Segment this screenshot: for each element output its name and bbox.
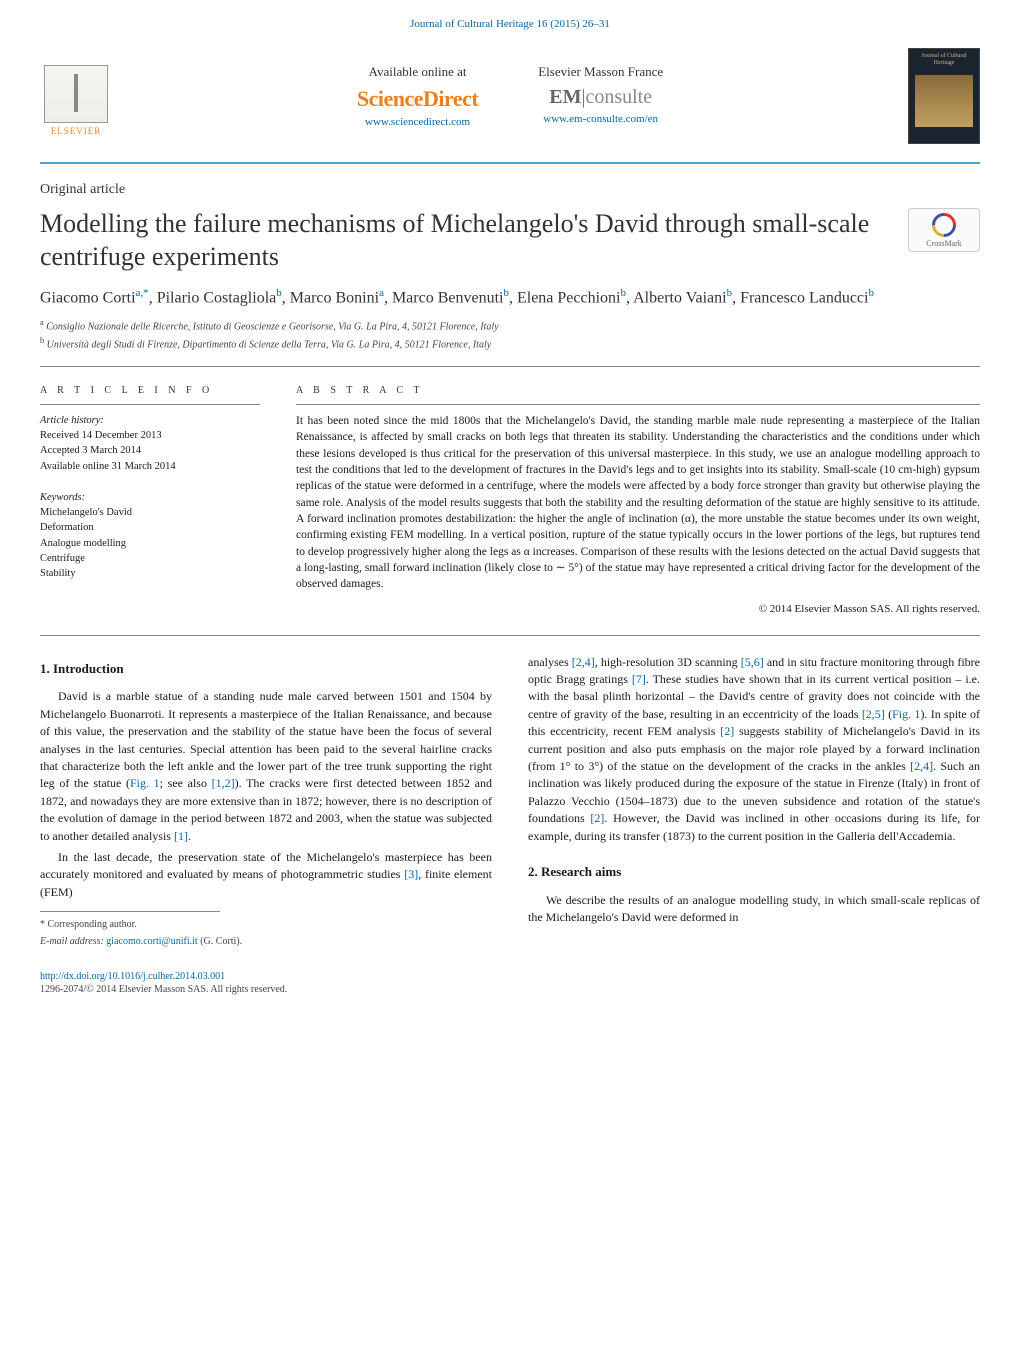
elsevier-label: ELSEVIER	[51, 126, 102, 136]
publisher-band: ELSEVIER Available online at ScienceDire…	[0, 38, 1020, 162]
keyword: Analogue modelling	[40, 536, 260, 551]
emconsulte-brand: EM|consulte	[538, 86, 663, 109]
cite-ref[interactable]: [2]	[720, 724, 734, 738]
crossmark-badge[interactable]: CrossMark	[908, 208, 980, 252]
abstract-column: A B S T R A C T It has been noted since …	[296, 385, 980, 615]
emconsulte-block: Elsevier Masson France EM|consulte www.e…	[538, 64, 663, 128]
keyword: Centrifuge	[40, 551, 260, 566]
section-heading-intro: 1. Introduction	[40, 660, 492, 679]
page-header: Journal of Cultural Heritage 16 (2015) 2…	[0, 0, 1020, 38]
crossmark-icon	[927, 208, 961, 242]
author-list: Giacomo Cortia,*, Pilario Costagliolab, …	[0, 283, 1020, 317]
sciencedirect-block: Available online at ScienceDirect www.sc…	[357, 64, 478, 128]
keywords-block: Keywords: Michelangelo's David Deformati…	[40, 490, 260, 581]
journal-cover-thumb: Journal of Cultural Heritage	[908, 48, 980, 144]
corr-email-who: (G. Corti).	[200, 936, 242, 947]
keyword: Stability	[40, 566, 260, 581]
abstract-copyright: © 2014 Elsevier Masson SAS. All rights r…	[296, 603, 980, 615]
article-info-column: A R T I C L E I N F O Article history: R…	[40, 385, 260, 615]
journal-thumb-image	[915, 75, 973, 127]
abstract-body: It has been noted since the mid 1800s th…	[296, 413, 980, 593]
article-history: Article history: Received 14 December 20…	[40, 413, 260, 474]
corresponding-author-footnote: * Corresponding author. E-mail address: …	[40, 918, 492, 949]
article-info-heading: A R T I C L E I N F O	[40, 385, 260, 396]
affiliations: a Consiglio Nazionale delle Ricerche, Is…	[0, 317, 1020, 366]
crossmark-label: CrossMark	[926, 239, 962, 248]
journal-thumb-title: Journal of Cultural Heritage	[913, 53, 975, 67]
corr-email[interactable]: giacomo.corti@unifi.it	[106, 936, 197, 947]
cite-ref[interactable]: [1]	[174, 829, 188, 843]
received-date: Received 14 December 2013	[40, 428, 260, 443]
cite-ref[interactable]: [2,4]	[910, 759, 933, 773]
abstract-heading: A B S T R A C T	[296, 385, 980, 396]
keyword: Deformation	[40, 520, 260, 535]
issn-copyright: 1296-2074/© 2014 Elsevier Masson SAS. Al…	[40, 984, 980, 995]
page-footer: http://dx.doi.org/10.1016/j.culher.2014.…	[0, 971, 1020, 1013]
keyword: Michelangelo's David	[40, 505, 260, 520]
cite-ref[interactable]: [2]	[590, 811, 604, 825]
cite-ref[interactable]: [7]	[632, 672, 646, 686]
fig-ref[interactable]: Fig. 1	[130, 776, 160, 790]
intro-paragraph-1: David is a marble statue of a standing n…	[40, 688, 492, 845]
intro-paragraph-2: In the last decade, the preservation sta…	[40, 849, 492, 901]
info-rule	[40, 404, 260, 405]
cite-ref[interactable]: [2,4]	[572, 655, 595, 669]
doi-link[interactable]: http://dx.doi.org/10.1016/j.culher.2014.…	[40, 971, 225, 982]
cite-ref[interactable]: [1,2]	[212, 776, 235, 790]
available-online-label: Available online at	[357, 64, 478, 80]
emconsulte-url[interactable]: www.em-consulte.com/en	[538, 113, 663, 125]
fig-ref[interactable]: Fig. 1	[892, 707, 920, 721]
email-label: E-mail address:	[40, 936, 104, 947]
sciencedirect-url[interactable]: www.sciencedirect.com	[357, 116, 478, 128]
sciencedirect-brand: ScienceDirect	[357, 86, 478, 112]
footnote-rule	[40, 911, 220, 912]
article-type: Original article	[0, 164, 1020, 204]
aims-paragraph-1: We describe the results of an analogue m…	[528, 892, 980, 927]
affiliation-a: a Consiglio Nazionale delle Ricerche, Is…	[40, 317, 980, 334]
cite-ref[interactable]: [5,6]	[741, 655, 764, 669]
masson-label: Elsevier Masson France	[538, 64, 663, 80]
elsevier-logo: ELSEVIER	[40, 56, 112, 136]
body-column-right: analyses [2,4], high-resolution 3D scann…	[528, 654, 980, 952]
body-column-left: 1. Introduction David is a marble statue…	[40, 654, 492, 952]
intro-paragraph-cont: analyses [2,4], high-resolution 3D scann…	[528, 654, 980, 845]
abstract-rule	[296, 404, 980, 405]
cite-ref[interactable]: [3]	[404, 867, 418, 881]
keywords-label: Keywords:	[40, 490, 260, 505]
affiliation-b: b Università degli Studi di Firenze, Dip…	[40, 335, 980, 352]
corr-author-label: * Corresponding author.	[40, 918, 492, 933]
history-label: Article history:	[40, 413, 260, 428]
accepted-date: Accepted 3 March 2014	[40, 443, 260, 458]
online-date: Available online 31 March 2014	[40, 459, 260, 474]
elsevier-tree-icon	[44, 65, 108, 123]
article-title: Modelling the failure mechanisms of Mich…	[40, 208, 888, 273]
cite-ref[interactable]: [2,5]	[862, 707, 885, 721]
section-heading-aims: 2. Research aims	[528, 863, 980, 882]
